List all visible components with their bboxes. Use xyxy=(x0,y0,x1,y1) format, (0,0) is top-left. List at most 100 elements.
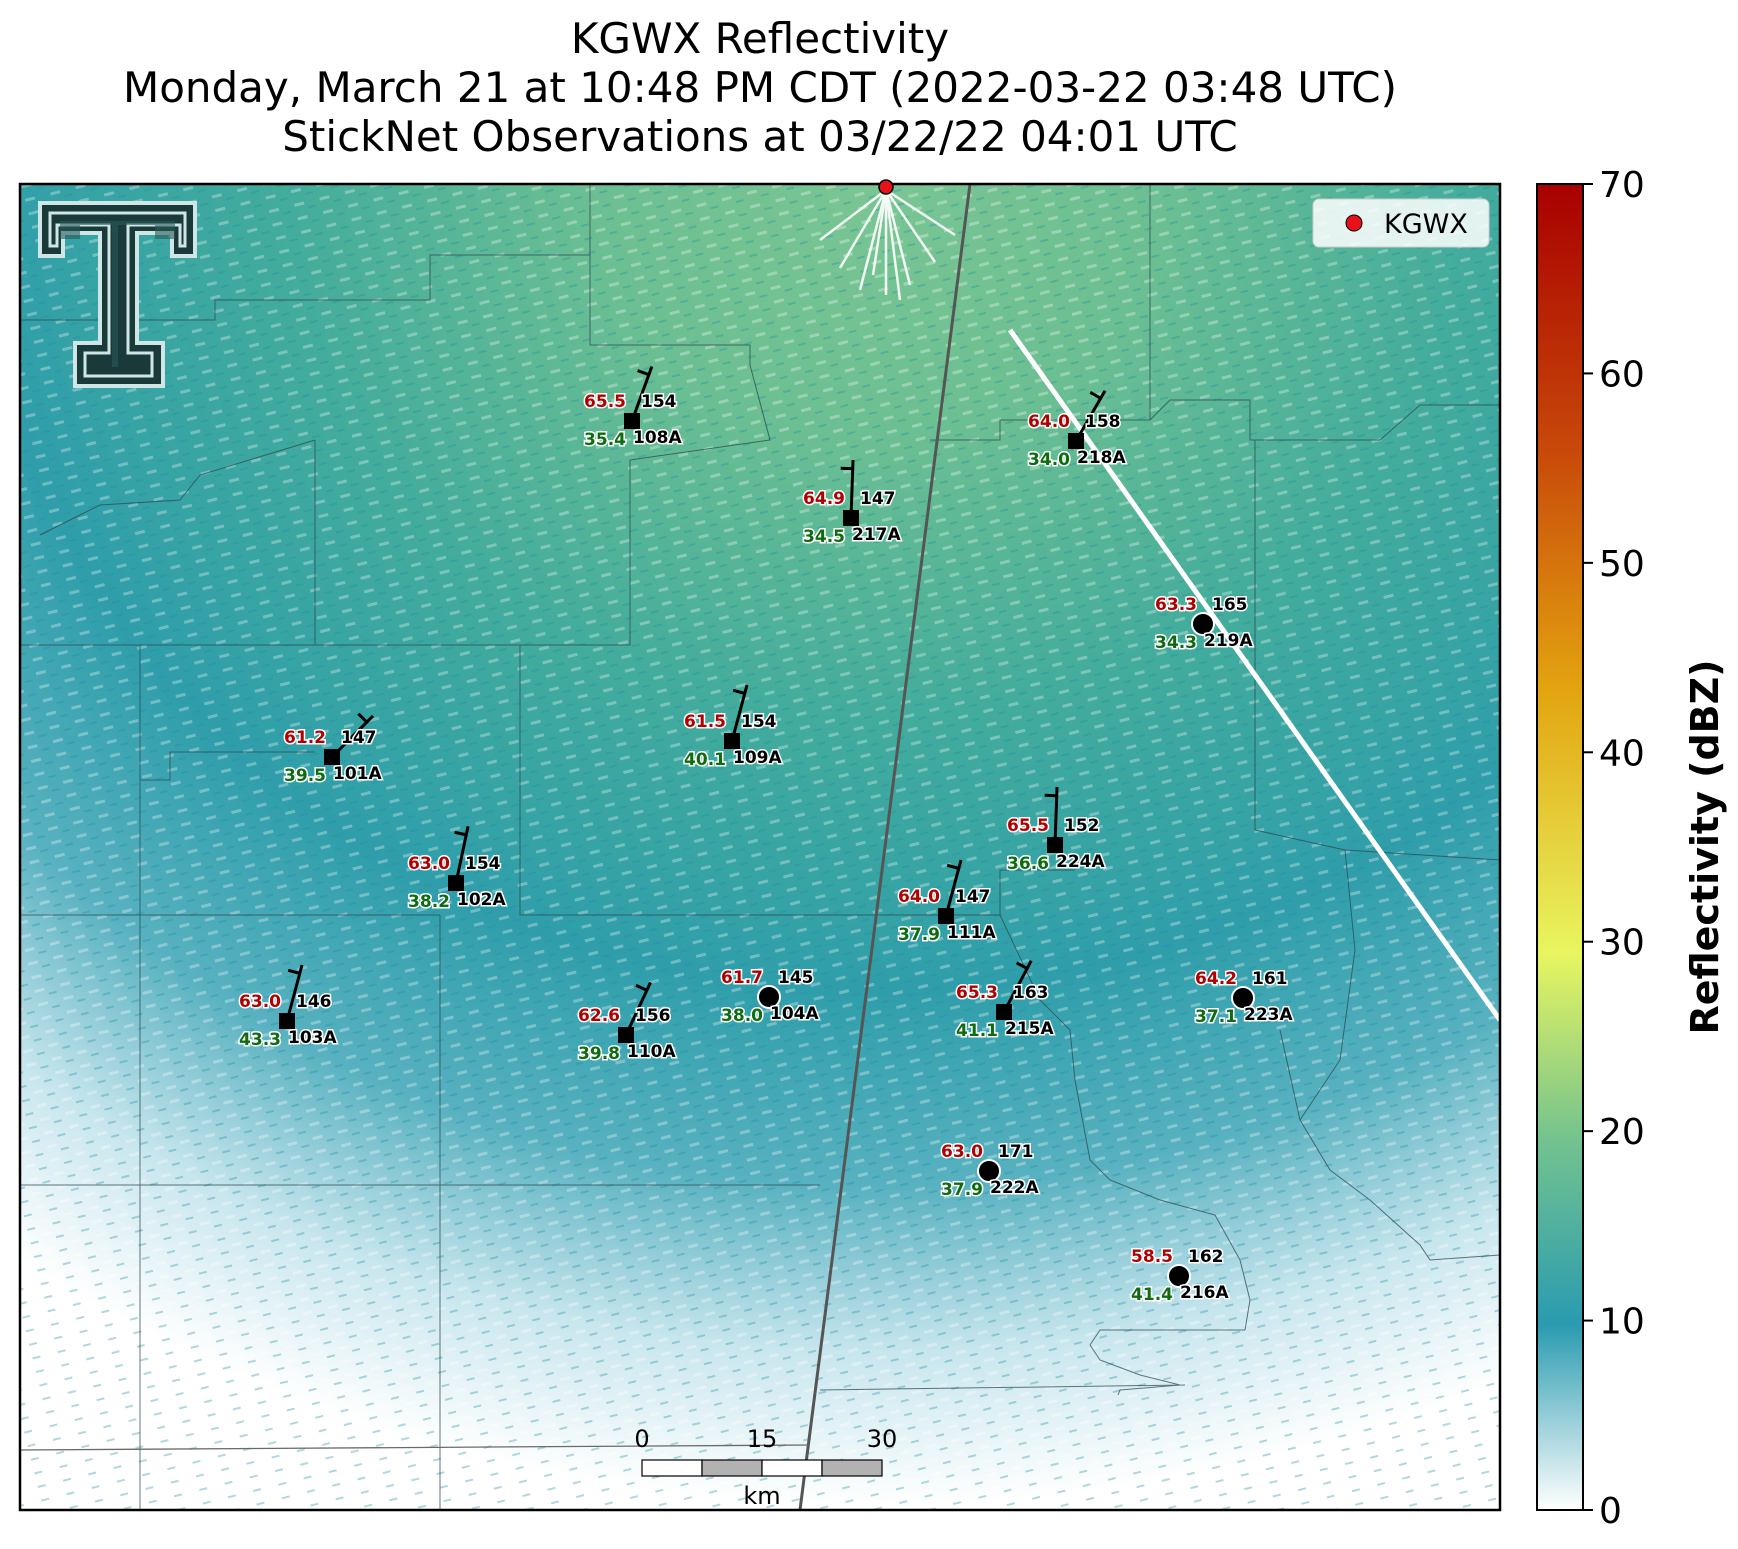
wind-barb xyxy=(730,684,749,742)
station-marker-square xyxy=(448,875,464,891)
station-110A: 62.6 156 39.8 110A xyxy=(577,981,678,1066)
station-dewpoint: 35.4 xyxy=(584,430,626,450)
station-marker-circle xyxy=(757,985,781,1009)
station-dewpoint: 36.6 xyxy=(1007,854,1049,874)
station-temp: 65.5 xyxy=(1007,816,1049,836)
station-104A: 61.7 145 38.0 104A xyxy=(720,967,821,1028)
station-temp: 61.7 xyxy=(721,968,763,988)
state-line-south xyxy=(20,1444,811,1451)
station-value: 147 xyxy=(341,728,377,748)
station-219A: 63.3 165 34.3 219A xyxy=(1154,594,1255,655)
station-marker-square xyxy=(724,733,740,749)
station-value: 152 xyxy=(1064,816,1100,836)
station-222A: 63.0 171 37.9 222A xyxy=(940,1141,1041,1202)
colorbar-ticks: 0 10 20 30 40 50 60 70 xyxy=(1583,165,1645,1532)
station-101A: 61.2 147 39.5 101A xyxy=(283,712,384,788)
station-temp: 63.0 xyxy=(941,1142,983,1162)
station-value: 163 xyxy=(1013,983,1049,1003)
colorbar-tick-label: 30 xyxy=(1599,923,1645,964)
station-temp: 65.5 xyxy=(584,392,626,412)
wind-barb xyxy=(285,964,304,1022)
scale-label-0: 0 xyxy=(634,1425,649,1453)
wind-barb xyxy=(630,365,654,422)
station-dewpoint: 38.2 xyxy=(408,892,450,912)
radar-site-marker xyxy=(878,179,894,195)
colorbar-tick-label: 0 xyxy=(1599,1491,1622,1532)
radar-clutter xyxy=(819,188,956,301)
station-111A: 64.0 147 37.9 111A xyxy=(897,859,998,947)
station-marker-square xyxy=(938,908,954,924)
wind-barb-flag xyxy=(635,983,648,992)
station-id: 101A xyxy=(333,764,382,784)
radar-map xyxy=(20,184,1500,1510)
station-dewpoint: 34.5 xyxy=(803,527,845,547)
station-temp: 61.5 xyxy=(684,712,726,732)
station-dewpoint: 40.1 xyxy=(684,750,726,770)
wind-barb xyxy=(849,459,855,519)
colorbar: 0 10 20 30 40 50 60 70 Reflectivity (dBZ) xyxy=(1536,165,1727,1532)
legend: KGWX xyxy=(1312,198,1490,248)
station-value: 154 xyxy=(465,854,501,874)
station-224A: 65.5 152 36.6 224A xyxy=(1006,786,1107,876)
station-value: 146 xyxy=(296,992,332,1012)
station-temp: 61.2 xyxy=(284,728,326,748)
station-marker-circle xyxy=(1231,986,1255,1010)
station-id: 103A xyxy=(288,1028,337,1048)
radial-artifact xyxy=(1007,328,1500,1022)
station-dewpoint: 37.1 xyxy=(1195,1007,1237,1027)
wind-barb-flag xyxy=(1089,391,1102,400)
station-value: 162 xyxy=(1188,1247,1224,1267)
station-id: 215A xyxy=(1005,1019,1054,1039)
station-dewpoint: 41.4 xyxy=(1131,1285,1173,1305)
wind-barb-flag xyxy=(637,369,650,377)
state-line xyxy=(798,184,972,1510)
station-marker-circle xyxy=(1167,1264,1191,1288)
station-223A: 64.2 161 37.1 223A xyxy=(1194,968,1295,1029)
station-value: 145 xyxy=(778,968,814,988)
station-marker-circle xyxy=(1191,612,1215,636)
station-marker-circle xyxy=(977,1159,1001,1183)
wind-barb xyxy=(944,859,963,917)
station-marker-square xyxy=(1068,433,1084,449)
station-temp: 62.6 xyxy=(578,1006,620,1026)
legend-marker-icon xyxy=(1345,214,1363,232)
station-dewpoint: 38.0 xyxy=(721,1006,763,1026)
scale-unit: km xyxy=(743,1482,780,1510)
station-id: 102A xyxy=(457,890,506,910)
station-dewpoint: 37.9 xyxy=(898,925,940,945)
station-value: 147 xyxy=(955,887,991,907)
station-dewpoint: 43.3 xyxy=(239,1030,281,1050)
station-id: 217A xyxy=(852,525,901,545)
wind-barb-flag xyxy=(454,830,467,837)
wind-barb-flag xyxy=(1015,961,1028,970)
station-108A: 65.5 154 35.4 108A xyxy=(583,365,684,452)
station-temp: 58.5 xyxy=(1131,1247,1173,1267)
station-id: 110A xyxy=(627,1042,676,1062)
station-temp: 65.3 xyxy=(956,983,998,1003)
station-id: 219A xyxy=(1204,631,1253,651)
station-temp: 64.2 xyxy=(1195,969,1237,989)
station-dewpoint: 39.5 xyxy=(284,766,326,786)
wind-barb-flag xyxy=(732,688,746,695)
texas-tech-logo xyxy=(38,201,197,388)
title-block: KGWX Reflectivity Monday, March 21 at 10… xyxy=(0,14,1520,161)
stations-layer: 65.5 154 35.4 108A 64.0 158 34.0 218A 64.9 147 34.… xyxy=(238,365,1295,1307)
station-temp: 63.0 xyxy=(239,992,281,1012)
colorbar-label: Reflectivity (dBZ) xyxy=(1683,659,1727,1034)
station-id: 223A xyxy=(1244,1005,1293,1025)
station-id: 104A xyxy=(770,1004,819,1024)
station-temp: 64.0 xyxy=(1028,412,1070,432)
station-value: 171 xyxy=(998,1142,1034,1162)
wind-barb-flag xyxy=(357,712,368,724)
station-marker-square xyxy=(618,1027,634,1043)
station-id: 222A xyxy=(990,1178,1039,1198)
wind-barb-flag xyxy=(946,863,960,870)
station-value: 158 xyxy=(1085,412,1121,432)
scale-label-30: 30 xyxy=(867,1425,898,1453)
station-temp: 64.9 xyxy=(803,489,845,509)
colorbar-tick-label: 10 xyxy=(1599,1302,1645,1343)
scale-bar: 0 15 30 km xyxy=(634,1425,897,1510)
station-id: 218A xyxy=(1077,448,1126,468)
station-marker-square xyxy=(1047,837,1063,853)
station-dewpoint: 37.9 xyxy=(941,1180,983,1200)
